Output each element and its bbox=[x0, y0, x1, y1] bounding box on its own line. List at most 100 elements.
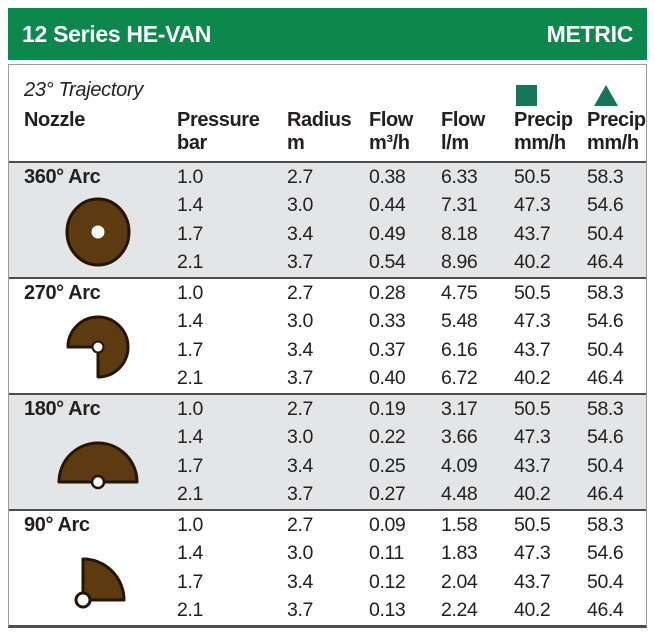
table-cell: 46.4 bbox=[587, 251, 624, 274]
table-cell: 58.3 bbox=[587, 397, 624, 420]
table-cell: 0.12 bbox=[369, 570, 406, 593]
nozzle-group-90: 90° Arc 1.0 2.7 0.09 1.58 50.5 58.3 1.4 3.0 0.11 1… bbox=[9, 509, 646, 625]
table-cell: 43.7 bbox=[514, 222, 551, 245]
table-cell: 3.0 bbox=[287, 426, 313, 449]
table-cell: 6.33 bbox=[441, 165, 478, 188]
table-cell: 50.5 bbox=[514, 397, 551, 420]
table-cell: 4.75 bbox=[441, 281, 478, 304]
column-header-radius: Radius m bbox=[284, 109, 366, 155]
table-groups: 360° Arc 1.0 2.7 0.38 6.33 50.5 58.3 1.4 3.0 0.44… bbox=[9, 163, 646, 625]
column-header-label: Nozzle bbox=[24, 109, 85, 131]
table-cell: 5.48 bbox=[441, 310, 478, 333]
table-cell: 50.5 bbox=[514, 281, 551, 304]
table-cell: 43.7 bbox=[514, 454, 551, 477]
table-cell: 3.66 bbox=[441, 426, 478, 449]
column-header-label: Precip bbox=[587, 109, 646, 131]
nozzle-cell-90: 90° Arc bbox=[22, 511, 174, 625]
table-cell: 0.11 bbox=[369, 542, 404, 565]
table-cell: 40.2 bbox=[514, 483, 551, 506]
column-header-label: Flow bbox=[369, 109, 413, 131]
table-cell: 1.58 bbox=[441, 513, 478, 536]
table-cell: 43.7 bbox=[514, 338, 551, 361]
table-cell: 0.49 bbox=[369, 222, 406, 245]
table-cell: 1.4 bbox=[177, 426, 203, 449]
column-header-unit: m³/h bbox=[369, 132, 410, 154]
table-cell: 2.24 bbox=[441, 599, 478, 622]
table-cell: 46.4 bbox=[587, 483, 624, 506]
square-marker-icon bbox=[516, 85, 537, 106]
table-cell: 50.5 bbox=[514, 513, 551, 536]
trajectory-label: 23° Trajectory bbox=[24, 78, 144, 101]
table-cell: 3.7 bbox=[287, 599, 313, 622]
table-cell: 0.13 bbox=[369, 599, 406, 622]
table-cell: 1.4 bbox=[177, 194, 203, 217]
table-cell: 3.4 bbox=[287, 222, 313, 245]
column-header-label: Flow bbox=[441, 109, 485, 131]
table-cell: 50.4 bbox=[587, 454, 624, 477]
table-cell: 1.0 bbox=[177, 281, 203, 304]
table-cell: 50.4 bbox=[587, 570, 624, 593]
column-header-unit: mm/h bbox=[514, 132, 566, 154]
column-header-nozzle: Nozzle bbox=[22, 109, 174, 155]
column-header-row: Nozzle Pressure bar Radius m Flow m³/h F… bbox=[9, 107, 646, 163]
table-cell: 3.4 bbox=[287, 454, 313, 477]
table-cell: 1.0 bbox=[177, 513, 203, 536]
column-header-flow-m3h: Flow m³/h bbox=[366, 109, 438, 155]
table-cell: 54.6 bbox=[587, 310, 624, 333]
table-cell: 4.09 bbox=[441, 454, 478, 477]
table-cell: 1.7 bbox=[177, 222, 203, 245]
table-cell: 2.7 bbox=[287, 513, 313, 536]
table-cell: 2.1 bbox=[177, 483, 203, 506]
arc-90-icon bbox=[22, 540, 174, 626]
column-header-label: Radius bbox=[287, 109, 352, 131]
column-header-label: Precip bbox=[514, 109, 573, 131]
table-cell: 50.4 bbox=[587, 338, 624, 361]
table-cell: 1.7 bbox=[177, 338, 203, 361]
table-cell: 50.4 bbox=[587, 222, 624, 245]
nozzle-arc-label: 90° Arc bbox=[24, 513, 90, 536]
page-title: 12 Series HE-VAN bbox=[22, 20, 212, 47]
table-cell: 47.3 bbox=[514, 426, 551, 449]
table-cell: 46.4 bbox=[587, 599, 624, 622]
table-cell: 2.1 bbox=[177, 251, 203, 274]
table-cell: 4.48 bbox=[441, 483, 478, 506]
table-cell: 3.0 bbox=[287, 194, 313, 217]
column-header-pressure: Pressure bar bbox=[174, 109, 284, 155]
table-cell: 50.5 bbox=[514, 165, 551, 188]
table-cell: 0.44 bbox=[369, 194, 406, 217]
table-cell: 0.25 bbox=[369, 454, 406, 477]
table-cell: 2.7 bbox=[287, 281, 313, 304]
table-cell: 8.18 bbox=[441, 222, 478, 245]
table-cell: 43.7 bbox=[514, 570, 551, 593]
column-header-label: Pressure bbox=[177, 109, 260, 131]
table-cell: 2.7 bbox=[287, 165, 313, 188]
table-cell: 54.6 bbox=[587, 194, 624, 217]
title-bar: 12 Series HE-VAN METRIC bbox=[8, 8, 647, 60]
table-cell: 58.3 bbox=[587, 281, 624, 304]
table-cell: 1.7 bbox=[177, 570, 203, 593]
table-cell: 58.3 bbox=[587, 165, 624, 188]
table-cell: 7.31 bbox=[441, 194, 478, 217]
arc-360-icon bbox=[22, 192, 174, 278]
table-cell: 46.4 bbox=[587, 367, 624, 390]
nozzle-arc-label: 270° Arc bbox=[24, 281, 101, 304]
table-cell: 0.19 bbox=[369, 397, 406, 420]
table-cell: 47.3 bbox=[514, 542, 551, 565]
table-cell: 54.6 bbox=[587, 426, 624, 449]
column-header-precip-square: Precip mm/h bbox=[511, 109, 584, 155]
table-cell: 0.28 bbox=[369, 281, 406, 304]
table-cell: 1.4 bbox=[177, 310, 203, 333]
table-cell: 0.33 bbox=[369, 310, 406, 333]
table-cell: 0.09 bbox=[369, 513, 406, 536]
table-cell: 3.17 bbox=[441, 397, 478, 420]
table-cell: 2.1 bbox=[177, 599, 203, 622]
nozzle-cell-180: 180° Arc bbox=[22, 395, 174, 509]
nozzle-group-270: 270° Arc 1.0 2.7 0.28 4.75 50.5 58.3 1.4 3.0 0.33… bbox=[9, 277, 646, 393]
performance-table: 23° Trajectory Nozzle Pressure bar Radiu… bbox=[8, 64, 647, 628]
table-cell: 3.4 bbox=[287, 570, 313, 593]
arc-270-icon bbox=[22, 308, 174, 394]
table-cell: 2.1 bbox=[177, 367, 203, 390]
table-cell: 0.54 bbox=[369, 251, 406, 274]
table-cell: 3.0 bbox=[287, 542, 313, 565]
table-cell: 3.7 bbox=[287, 483, 313, 506]
